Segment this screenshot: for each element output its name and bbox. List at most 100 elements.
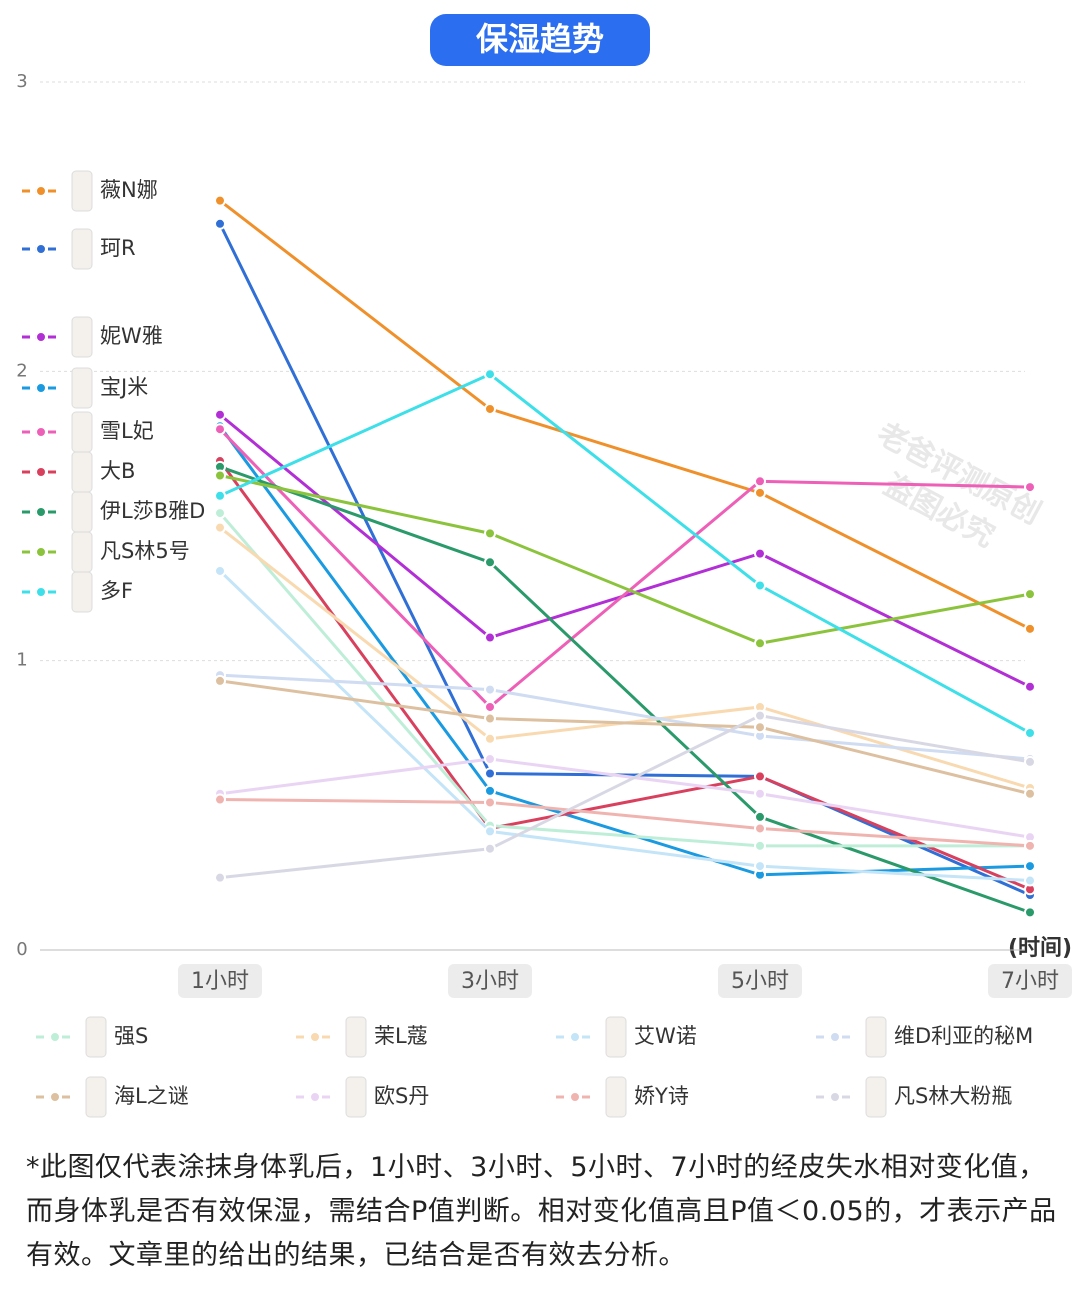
legend-swatch-dot xyxy=(309,1031,321,1043)
series-line xyxy=(219,372,1031,735)
data-point xyxy=(214,793,226,806)
legend-label: 凡S林5号 xyxy=(100,539,190,563)
data-point xyxy=(754,709,766,722)
data-point xyxy=(214,564,226,577)
series-line xyxy=(218,428,1031,710)
legend-icon xyxy=(71,531,93,573)
series-line xyxy=(219,474,1031,645)
data-point xyxy=(484,796,496,809)
x-tick-label: 1小时 xyxy=(191,969,249,994)
data-point xyxy=(214,521,226,534)
legend-swatch-dot xyxy=(829,1091,841,1103)
data-point xyxy=(484,753,496,766)
data-point xyxy=(754,770,766,783)
data-point xyxy=(484,767,496,780)
legend-swatch-dot xyxy=(35,506,47,518)
legend-swatch-dot xyxy=(35,546,47,558)
data-point xyxy=(214,489,226,502)
data-point xyxy=(754,547,766,560)
legend-label: 薇N娜 xyxy=(100,178,158,202)
legend-label: 艾W诺 xyxy=(634,1024,697,1048)
legend-icon xyxy=(71,228,93,270)
legend-label: 海L之谜 xyxy=(114,1084,189,1108)
data-point xyxy=(214,194,226,207)
data-point xyxy=(754,637,766,650)
series-line xyxy=(219,679,1031,796)
data-point xyxy=(484,842,496,855)
legend-icon xyxy=(71,411,93,453)
series-line xyxy=(219,199,1031,631)
legend-swatch-dot xyxy=(49,1031,61,1043)
legend-label: 多F xyxy=(100,579,133,603)
legend-swatch-dot xyxy=(49,1091,61,1103)
series-line xyxy=(219,714,1031,880)
legend-icon xyxy=(71,170,93,212)
legend-label: 珂R xyxy=(100,236,136,260)
legend-icon xyxy=(345,1076,367,1118)
legend-swatch-dot xyxy=(569,1031,581,1043)
series-line xyxy=(219,673,1031,761)
data-point xyxy=(484,825,496,838)
data-point xyxy=(754,787,766,800)
data-point xyxy=(1024,588,1036,601)
data-point xyxy=(1024,680,1036,693)
legend-label: 凡S林大粉瓶 xyxy=(894,1084,1012,1108)
data-point xyxy=(754,822,766,835)
legend-icon xyxy=(865,1076,887,1118)
series-line xyxy=(218,460,1031,891)
legend-icon xyxy=(71,316,93,358)
data-point xyxy=(1024,755,1036,768)
data-point xyxy=(754,860,766,873)
data-point xyxy=(484,402,496,415)
legend-swatch-dot xyxy=(35,331,47,343)
data-point xyxy=(1024,727,1036,739)
chart-title: 保湿趋势 xyxy=(476,20,604,58)
legend-icon xyxy=(71,491,93,533)
legend-label: 强S xyxy=(114,1024,148,1048)
data-point xyxy=(484,784,496,797)
data-point xyxy=(1024,787,1036,800)
chart: 保湿趋势 (时间) 老爸评测原创 盗图必究 0 1 2 3 1小时 3小时 5小时 7小时 薇N… xyxy=(16,14,1072,1118)
legend-swatch-dot xyxy=(35,382,47,394)
x-tick-label: 5小时 xyxy=(731,969,789,994)
legend-swatch-dot xyxy=(35,426,47,438)
legend-icon xyxy=(85,1076,107,1118)
data-point xyxy=(1024,874,1036,887)
data-point xyxy=(214,408,226,421)
legend-label: 伊L莎B雅D xyxy=(100,499,205,523)
legend-icon xyxy=(71,571,93,613)
data-point xyxy=(484,732,496,745)
data-point xyxy=(484,556,496,569)
data-point xyxy=(484,631,496,644)
legend-label: 欧S丹 xyxy=(374,1084,429,1108)
data-point xyxy=(1024,860,1036,873)
x-tick-box xyxy=(448,964,532,998)
series-line xyxy=(218,223,1031,897)
data-point xyxy=(754,486,766,499)
legend-label: 大B xyxy=(100,459,135,483)
data-point xyxy=(484,368,496,381)
data-point xyxy=(484,527,496,540)
legend-icon xyxy=(865,1016,887,1058)
series-line xyxy=(219,757,1031,839)
legend-swatch-dot xyxy=(35,185,47,197)
legend-swatch-dot xyxy=(829,1031,841,1043)
data-point xyxy=(754,475,766,488)
legend-icon xyxy=(71,451,93,493)
y-tick-label: 2 xyxy=(16,360,27,381)
data-point xyxy=(214,507,226,520)
series-line xyxy=(218,512,1030,848)
data-point xyxy=(1024,906,1036,919)
series-line xyxy=(219,465,1031,914)
legend-label: 雪L妃 xyxy=(100,419,154,443)
x-tick-label: 3小时 xyxy=(461,969,519,994)
legend-label: 娇Y诗 xyxy=(634,1084,689,1108)
legend-swatch-dot xyxy=(309,1091,321,1103)
y-tick-label: 1 xyxy=(16,650,27,671)
legend-icon xyxy=(345,1016,367,1058)
legend-swatch-dot xyxy=(35,586,47,598)
legend-icon xyxy=(605,1016,627,1058)
series-line xyxy=(218,425,1031,877)
legend-icon xyxy=(605,1076,627,1118)
